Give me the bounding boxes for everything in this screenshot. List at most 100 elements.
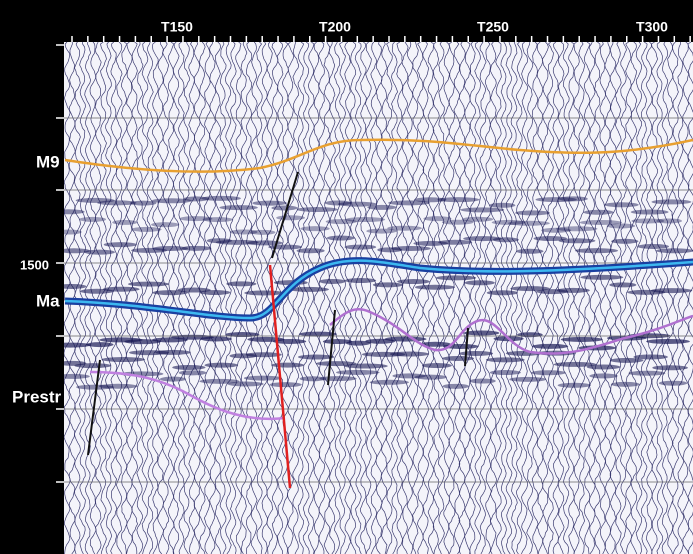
reflector-band (131, 227, 161, 232)
reflector-band (319, 376, 356, 381)
reflector-band (276, 215, 305, 220)
reflector-band (437, 197, 479, 202)
reflector-band (464, 280, 494, 285)
reflector-band (587, 364, 621, 369)
reflector-band (464, 330, 500, 335)
reflector-band (226, 281, 256, 286)
reflector-band (509, 377, 546, 382)
reflector-band (442, 384, 469, 389)
reflector-band (490, 370, 521, 375)
reflector-band (345, 217, 385, 222)
reflector-band (659, 381, 687, 386)
reflector-band (558, 238, 595, 243)
reflector-band (151, 222, 179, 227)
reflector-band (345, 278, 376, 283)
reflector-band (487, 290, 518, 295)
reflector-band (651, 288, 693, 293)
reflector-band (244, 290, 283, 295)
reflector-band (604, 202, 639, 207)
reflector-band (493, 237, 519, 242)
horizon-label: Prestr (12, 387, 62, 406)
reflector-band (508, 221, 550, 226)
reflector-band (298, 355, 334, 360)
trace-label: T200 (319, 19, 351, 35)
reflector-band (628, 371, 665, 376)
reflector-band (200, 290, 231, 295)
reflector-band (181, 246, 211, 251)
reflector-band (515, 210, 550, 215)
reflector-band (558, 383, 591, 388)
reflector-band (390, 352, 429, 357)
reflector-band (646, 339, 690, 344)
reflector-band (219, 205, 257, 210)
trace-label: T300 (636, 19, 668, 35)
reflector-band (271, 205, 297, 210)
reflector-band (269, 382, 301, 387)
reflector-band (656, 218, 682, 223)
reflector-band (611, 239, 638, 244)
horizon-label: Ma (36, 291, 60, 310)
reflector-band (244, 376, 282, 381)
reflector-band (160, 377, 186, 382)
reflector-band (271, 363, 304, 368)
reflector-band (462, 217, 494, 222)
left-bar (0, 0, 64, 554)
reflector-band (297, 248, 325, 253)
reflector-band (373, 282, 403, 287)
reflector-band (607, 223, 636, 228)
reflector-band (422, 363, 452, 368)
reflector-band (336, 370, 380, 375)
reflector-band (558, 196, 587, 201)
reflector-band (611, 382, 640, 387)
reflector-band (637, 244, 669, 249)
reflector-band (531, 370, 566, 375)
reflector-band (583, 210, 613, 215)
reflector-band (344, 245, 376, 250)
reflector-band (79, 217, 106, 222)
reflector-band (580, 275, 623, 280)
depth-label: 1500 (20, 257, 49, 272)
reflector-band (438, 240, 472, 245)
reflector-band (201, 196, 241, 201)
reflector-band (203, 217, 233, 222)
reflector-band (656, 248, 693, 253)
reflector-band (387, 226, 422, 231)
horizon-label: M9 (36, 152, 60, 171)
reflector-band (460, 207, 504, 212)
reflector-band (252, 201, 287, 206)
reflector-band (532, 344, 568, 349)
reflector-band (112, 220, 137, 225)
reflector-band (367, 205, 396, 210)
reflector-band (391, 246, 431, 251)
reflector-band (250, 230, 275, 235)
reflector-band (204, 363, 238, 368)
reflector-band (414, 375, 447, 380)
reflector-band (652, 365, 688, 370)
reflector-band (469, 379, 495, 384)
reflector-band (101, 357, 145, 362)
reflector-band (319, 279, 345, 284)
reflector-band (370, 380, 409, 385)
reflector-band (397, 279, 430, 284)
reflector-band (556, 226, 598, 231)
trace-label: T250 (477, 19, 509, 35)
reflector-band (128, 282, 169, 287)
reflector-band (442, 356, 474, 361)
reflector-band (436, 275, 476, 280)
reflector-band (228, 381, 264, 386)
reflector-band (104, 242, 137, 247)
reflector-band (589, 373, 617, 378)
trace-label: T150 (161, 19, 193, 35)
reflector-band (415, 285, 455, 290)
reflector-band (86, 342, 113, 347)
reflector-band (300, 226, 330, 231)
reflector-band (172, 365, 205, 370)
reflector-band (609, 282, 636, 287)
reflector-band (631, 210, 669, 215)
reflector-band (179, 370, 207, 375)
reflector-band (384, 337, 426, 342)
reflector-band (327, 236, 355, 241)
reflector-band (516, 249, 543, 254)
reflector-band (517, 332, 543, 337)
reflector-band (103, 287, 140, 292)
